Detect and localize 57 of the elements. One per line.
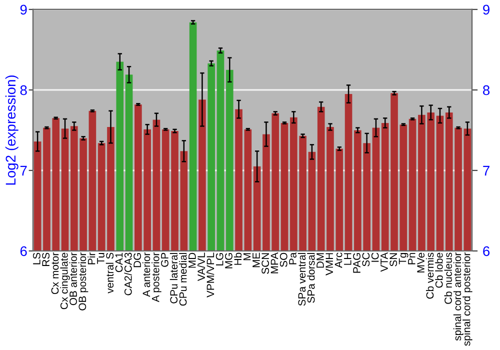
x-tick-label: ME <box>252 252 260 268</box>
x-tick-label: A posterior <box>152 252 162 302</box>
y2-tick-label: 6 <box>483 246 490 256</box>
x-tick-label: VA/VL <box>197 252 205 282</box>
x-tick-label: IC <box>371 252 379 262</box>
x-tick-label: M <box>243 253 251 260</box>
x-tick-label: SC <box>362 252 370 266</box>
x-tick-label: A anterior <box>142 252 150 297</box>
x-tick-label: SCN <box>262 253 270 274</box>
x-tick-label: MPA <box>270 252 278 274</box>
x-tick-label: SPa dorsal <box>307 253 315 303</box>
y-tick-label: 9 <box>20 4 27 15</box>
x-tick-label: MVe <box>417 252 424 272</box>
x-tick-label: LG <box>216 253 224 266</box>
x-tick-label: Cb lobe <box>435 252 443 288</box>
x-tick-label: ventral S <box>106 252 114 294</box>
x-tick-label: DM <box>316 253 324 268</box>
x-tick-label: Tg <box>398 253 408 264</box>
x-tick-label: Cx motor <box>51 252 59 294</box>
x-tick-label: CA2/CA3 <box>124 252 132 296</box>
x-tick-label: VPM/VPL <box>206 252 214 298</box>
y2-tick-label: 7 <box>483 166 490 176</box>
y-tick-label: 7 <box>20 166 27 176</box>
x-tick-label: Cb nucleus <box>444 252 452 304</box>
y-axis-title: Log2 (expression) <box>5 75 18 185</box>
x-tick-label: GP <box>161 252 168 267</box>
x-tick-label: Pn <box>408 253 416 264</box>
y-tick-label: 6 <box>20 246 27 256</box>
x-tick-label: CPu lateral <box>170 253 178 304</box>
x-tick-label: Cb vermis <box>426 252 434 299</box>
x-tick-label: Pir <box>88 252 96 264</box>
y2-tick-label: 8 <box>483 85 490 96</box>
x-tick-label: VTA <box>380 252 388 272</box>
x-tick-label: CA1 <box>115 252 123 272</box>
x-tick-label: RS <box>42 252 50 266</box>
x-tick-label: SN <box>390 253 398 266</box>
x-tick-label: Pa <box>289 252 296 264</box>
y2-tick-label: 9 <box>483 4 490 15</box>
x-tick-label: MD <box>188 252 196 268</box>
x-tick-label: Tu <box>97 253 104 264</box>
x-tick-label: PAG <box>353 253 360 273</box>
x-tick-label: OB anterior <box>69 252 77 306</box>
x-tick-label: spinal cord anterior <box>453 252 464 341</box>
x-tick-label: MG <box>225 253 232 268</box>
x-tick-label: spinal cord posterior <box>462 252 472 346</box>
y-tick-label: 8 <box>20 85 27 96</box>
x-tick-label: Arc <box>334 252 342 268</box>
x-tick-label: Hb <box>234 252 242 265</box>
x-tick-label: VMH <box>326 253 333 276</box>
x-tick-label: CPu medial <box>179 253 187 306</box>
x-tick-label: OB posterior <box>78 252 88 310</box>
x-tick-label: Cx cingulate <box>60 252 70 310</box>
x-tick-label: LH <box>344 253 352 265</box>
x-tick-label: DG <box>134 253 141 268</box>
x-tick-label: SO <box>280 252 288 267</box>
x-tick-label: SPa ventral <box>298 253 306 306</box>
x-tick-label: LS <box>32 252 40 264</box>
